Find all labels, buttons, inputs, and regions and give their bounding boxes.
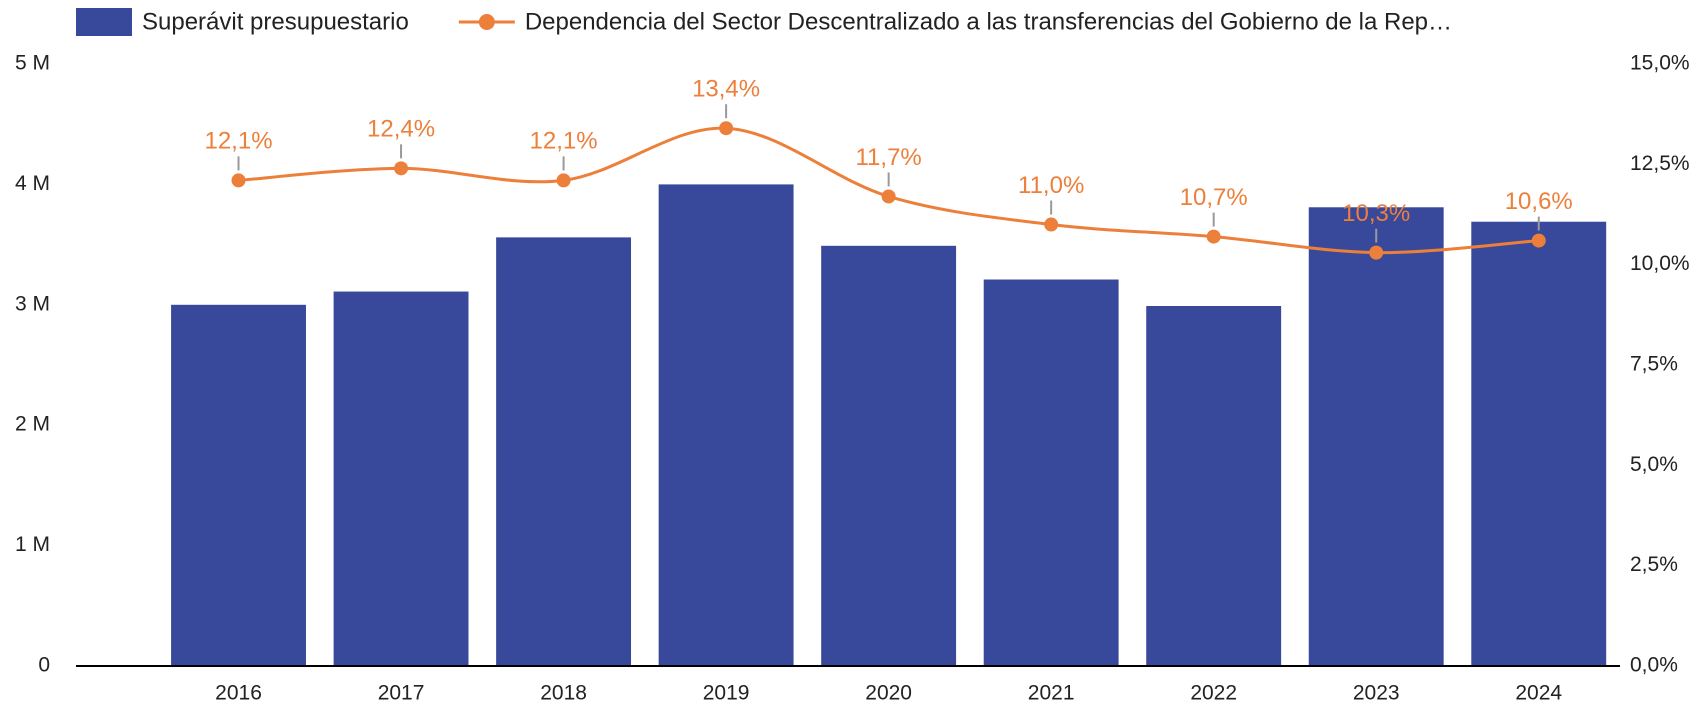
bar bbox=[1146, 306, 1282, 666]
x-tick-label: 2017 bbox=[378, 682, 425, 705]
y2-tick-label: 10,0% bbox=[1630, 252, 1690, 275]
bar bbox=[658, 184, 794, 666]
line-marker bbox=[719, 121, 734, 136]
data-label: 12,4% bbox=[367, 116, 435, 143]
x-tick-label: 2020 bbox=[865, 682, 912, 705]
y-tick-label: 4 M bbox=[15, 172, 50, 195]
line-marker bbox=[1044, 217, 1059, 232]
legend-swatch bbox=[478, 14, 495, 30]
bar bbox=[821, 245, 957, 666]
line-marker bbox=[1531, 233, 1546, 248]
bar bbox=[333, 291, 469, 666]
line-marker bbox=[394, 161, 409, 176]
x-tick-label: 2023 bbox=[1353, 682, 1400, 705]
bar bbox=[171, 304, 306, 666]
line-marker bbox=[231, 173, 246, 188]
line-marker bbox=[556, 173, 571, 188]
data-label: 12,1% bbox=[204, 128, 272, 155]
y2-tick-label: 7,5% bbox=[1630, 353, 1678, 376]
y-tick-label: 5 M bbox=[15, 52, 50, 75]
data-label: 11,7% bbox=[855, 144, 921, 171]
data-label: 10,3% bbox=[1342, 200, 1410, 227]
y2-tick-label: 12,5% bbox=[1630, 152, 1690, 175]
data-label: 12,1% bbox=[530, 128, 598, 155]
legend-label: Superávit presupuestario bbox=[142, 8, 409, 35]
data-label: 11,0% bbox=[1018, 172, 1084, 199]
y2-tick-label: 15,0% bbox=[1630, 52, 1690, 75]
legend-swatch bbox=[76, 8, 132, 36]
x-tick-label: 2022 bbox=[1190, 682, 1237, 705]
line-marker bbox=[1369, 245, 1384, 260]
y2-tick-label: 2,5% bbox=[1630, 553, 1678, 576]
bar bbox=[1471, 221, 1607, 666]
bar bbox=[1308, 207, 1444, 666]
y-tick-label: 3 M bbox=[15, 292, 50, 315]
x-tick-label: 2018 bbox=[540, 682, 587, 705]
data-label: 13,4% bbox=[692, 76, 760, 103]
bar bbox=[496, 237, 632, 666]
x-tick-label: 2019 bbox=[703, 682, 750, 705]
y-tick-label: 1 M bbox=[15, 533, 50, 556]
x-tick-label: 2024 bbox=[1515, 682, 1562, 705]
data-label: 10,7% bbox=[1180, 184, 1248, 211]
line-marker bbox=[881, 189, 896, 204]
x-tick-label: 2021 bbox=[1028, 682, 1075, 705]
y2-tick-label: 0,0% bbox=[1630, 654, 1678, 677]
data-label: 10,6% bbox=[1505, 188, 1573, 215]
y2-tick-label: 5,0% bbox=[1630, 453, 1678, 476]
x-tick-label: 2016 bbox=[215, 682, 262, 705]
bar bbox=[983, 279, 1119, 666]
y-tick-label: 2 M bbox=[15, 413, 50, 436]
line-marker bbox=[1206, 229, 1221, 244]
y-tick-label: 0 bbox=[38, 654, 50, 677]
legend-label: Dependencia del Sector Descentralizado a… bbox=[525, 8, 1452, 35]
